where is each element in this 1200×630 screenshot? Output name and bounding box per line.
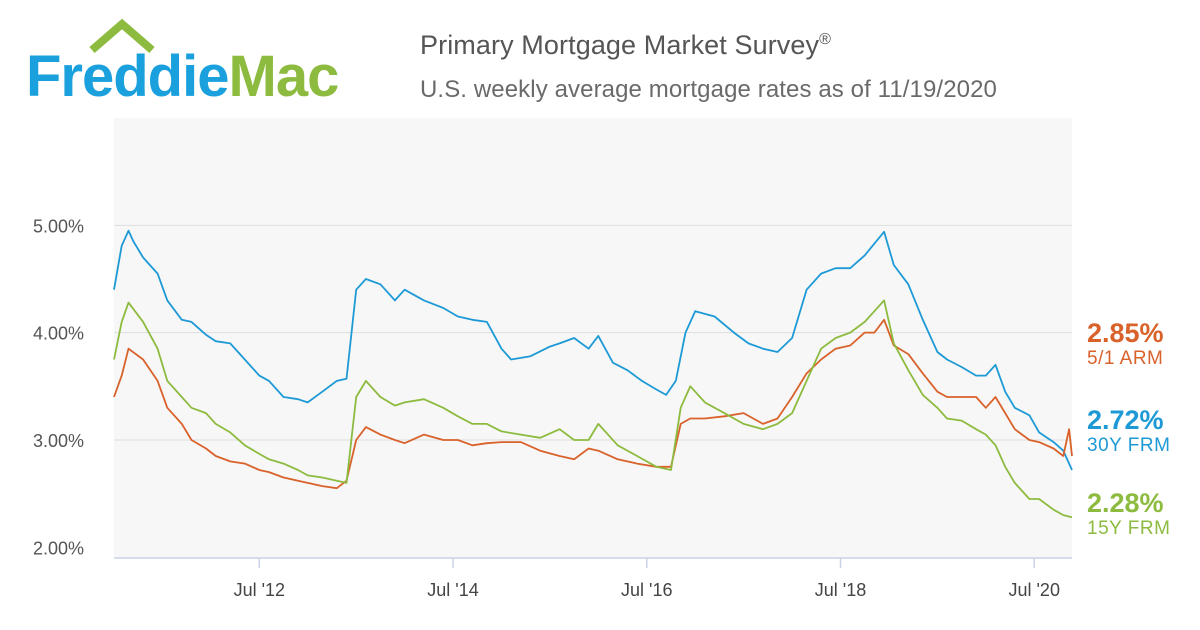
callout-frm15-value: 2.28% [1087,488,1164,518]
grid-lines [114,224,1072,441]
callout-frm30: 2.72% 30Y FRM [1087,405,1170,457]
callout-arm51: 2.85% 5/1 ARM [1087,318,1164,370]
series-line-15y-frm [113,299,1073,519]
callout-frm30-label: 30Y FRM [1087,435,1171,456]
plot-area [114,118,1072,558]
callout-frm15-label: 15Y FRM [1087,518,1171,539]
x-tick-label: Jul '12 [234,580,285,600]
chart-title: Primary Mortgage Market Survey® [420,30,832,60]
x-tick-label: Jul '18 [815,580,866,600]
callout-arm51-value: 2.85% [1087,318,1164,348]
y-tick-label: 3.00% [33,431,84,451]
svg-text:FreddieMac: FreddieMac [26,44,338,104]
series-line-5-1-arm [113,318,1073,490]
y-tick-label: 5.00% [33,216,84,236]
callout-frm15: 2.28% 15Y FRM [1087,488,1170,540]
x-tick-label: Jul '14 [427,580,478,600]
callout-frm30-value: 2.72% [1087,405,1164,435]
series-line-30y-frm [113,229,1073,471]
logo-roof-icon [89,18,155,54]
freddie-mac-logo: FreddieMac [26,18,339,104]
callout-arm51-label: 5/1 ARM [1087,348,1164,369]
y-tick-label: 2.00% [33,538,84,558]
chart-subtitle: U.S. weekly average mortgage rates as of… [420,76,997,103]
y-tick-label: 4.00% [33,324,84,344]
x-tick-label: Jul '20 [1008,580,1059,600]
x-tick-label: Jul '16 [621,580,672,600]
